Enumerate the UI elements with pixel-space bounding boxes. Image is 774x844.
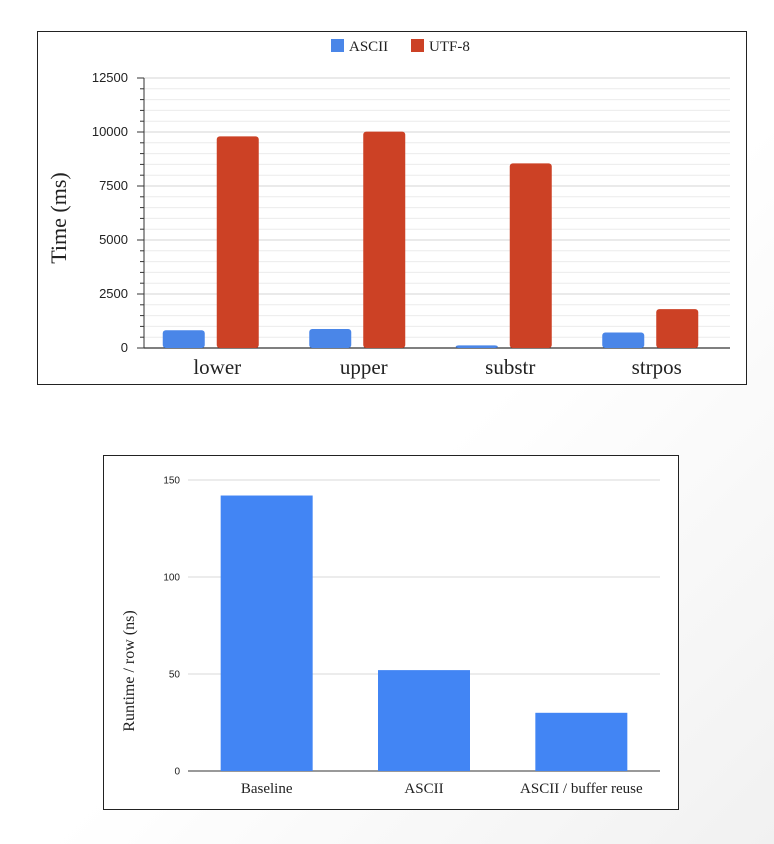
bar-utf-8-lower — [216, 136, 259, 348]
y-tick-label: 7500 — [99, 178, 128, 193]
chart-time-ms: 0 2500 5000 7500 10000 12500 lower upper substr… — [46, 39, 730, 379]
y-tick-label: 10000 — [92, 124, 128, 139]
bar-baseline — [220, 495, 313, 771]
legend-swatch-utf8 — [411, 39, 424, 52]
bar-ascii — [378, 670, 470, 771]
chart-panel-time: 0 2500 5000 7500 10000 12500 lower upper substr… — [37, 31, 747, 385]
x-category-label: substr — [485, 355, 535, 379]
bar-ascii-buffer-reuse — [535, 712, 628, 771]
y-axis-label: Time (ms) — [46, 172, 71, 263]
bar-ascii-lower — [162, 330, 205, 348]
y-tick-label: 2500 — [99, 286, 128, 301]
y-tick-label: 0 — [174, 767, 180, 778]
bar-utf-8-upper — [363, 131, 406, 348]
legend-label-utf8: UTF-8 — [429, 39, 470, 55]
chart-panel-runtime: 0 50 100 150 Baseline ASCII ASCII / buffer re… — [103, 455, 679, 810]
y-tick-label: 100 — [163, 573, 180, 584]
legend-swatch-ascii — [331, 39, 344, 52]
bar-utf-8-substr — [509, 163, 552, 348]
bar-ascii-strpos — [602, 332, 645, 348]
x-category-label: lower — [193, 355, 241, 379]
x-category-label: strpos — [632, 355, 682, 379]
x-category-label: Baseline — [241, 781, 293, 797]
bar-utf-8-strpos — [656, 309, 699, 348]
legend-label-ascii: ASCII — [349, 39, 388, 55]
y-tick-label: 5000 — [99, 232, 128, 247]
x-category-label: upper — [340, 355, 388, 379]
y-tick-label: 12500 — [92, 70, 128, 85]
y-tick-label: 0 — [121, 340, 128, 355]
y-axis-label: Runtime / row (ns) — [121, 610, 138, 731]
legend: ASCII UTF-8 — [331, 39, 470, 55]
x-category-label: ASCII — [404, 781, 443, 797]
y-tick-label: 150 — [163, 476, 180, 487]
chart-runtime-per-row: 0 50 100 150 Baseline ASCII ASCII / buffer re… — [121, 476, 660, 797]
y-tick-label: 50 — [169, 670, 181, 681]
bar-ascii-upper — [309, 328, 352, 348]
bar-ascii-substr — [455, 345, 498, 348]
x-category-label: ASCII / buffer reuse — [520, 781, 643, 797]
